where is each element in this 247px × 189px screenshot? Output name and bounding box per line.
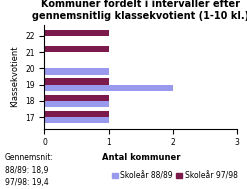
Text: Gennemsnit:
88/89: 18,9
97/98: 19,4: Gennemsnit: 88/89: 18,9 97/98: 19,4 [5,153,54,187]
Bar [44,46,109,52]
Legend: Skoleår 88/89, Skoleår 97/98: Skoleår 88/89, Skoleår 97/98 [108,168,241,183]
Bar [44,85,173,91]
Bar [44,117,109,123]
Bar [44,111,109,117]
Bar [44,68,109,75]
Bar [44,95,109,101]
Y-axis label: Klassekvotient: Klassekvotient [11,46,20,107]
Title: Kommuner fordelt i intervaller efter
gennemsnitlig klassekvotient (1-10 kl.): Kommuner fordelt i intervaller efter gen… [32,0,247,21]
Bar [44,78,109,85]
X-axis label: Antal kommuner: Antal kommuner [102,153,180,162]
Bar [44,30,109,36]
Bar [44,101,109,107]
